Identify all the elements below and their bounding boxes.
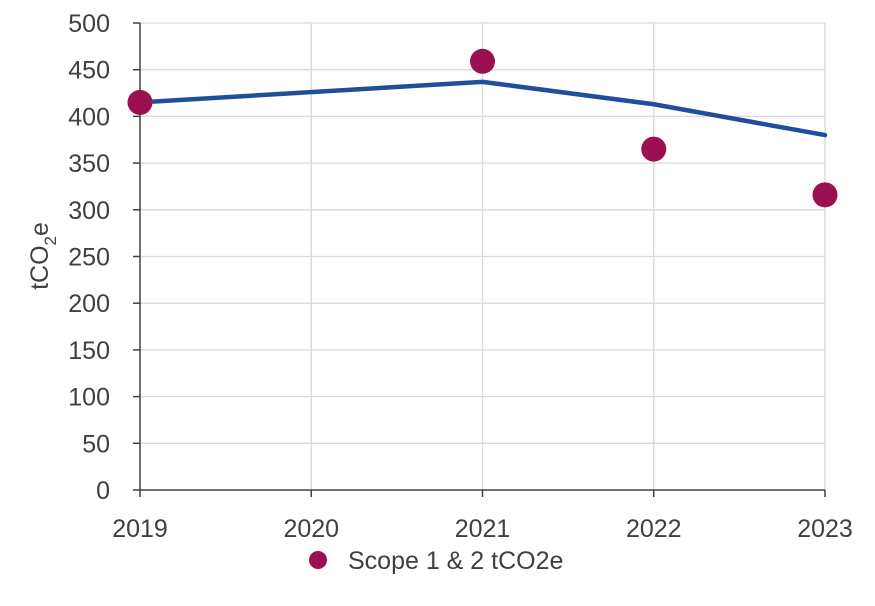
y-tick-labels: 0 50 100 150 200 250 300 350 400 450 500 xyxy=(68,10,110,505)
y-axis-label-suffix: e xyxy=(26,222,54,236)
legend: Scope 1 & 2 tCO2e xyxy=(309,547,563,575)
y-tick-label: 100 xyxy=(68,384,110,412)
data-point xyxy=(641,136,667,162)
y-tick-label: 500 xyxy=(68,10,110,38)
data-point xyxy=(127,89,153,115)
y-tick-label: 350 xyxy=(68,150,110,178)
y-axis-label-subscript: 2 xyxy=(41,236,60,245)
gridlines xyxy=(140,22,826,490)
x-tick-label: 2022 xyxy=(626,515,682,543)
y-tick-label: 0 xyxy=(96,477,110,505)
x-tick-label: 2023 xyxy=(797,515,853,543)
y-axis-label: tCO2e xyxy=(26,222,60,290)
y-axis-label-main: tCO xyxy=(26,245,54,289)
y-tick-label: 200 xyxy=(68,290,110,318)
y-tick-label: 250 xyxy=(68,244,110,272)
y-tick-label: 450 xyxy=(68,57,110,85)
x-tick-label: 2020 xyxy=(283,515,339,543)
legend-marker xyxy=(309,551,327,569)
y-tick-label: 150 xyxy=(68,337,110,365)
y-tick-label: 300 xyxy=(68,197,110,225)
axes xyxy=(133,22,826,497)
x-tick-label: 2021 xyxy=(455,515,511,543)
y-tick-label: 400 xyxy=(68,103,110,131)
trend-line xyxy=(137,79,828,138)
y-tick-label: 50 xyxy=(82,430,110,458)
x-tick-labels: 2019 2020 2021 2022 2023 xyxy=(112,515,853,543)
data-point xyxy=(812,182,838,208)
x-tick-label: 2019 xyxy=(112,515,168,543)
trend-line-series xyxy=(137,79,828,138)
scatter-series xyxy=(127,48,838,208)
legend-label: Scope 1 & 2 tCO2e xyxy=(348,547,563,575)
data-point xyxy=(470,48,495,74)
